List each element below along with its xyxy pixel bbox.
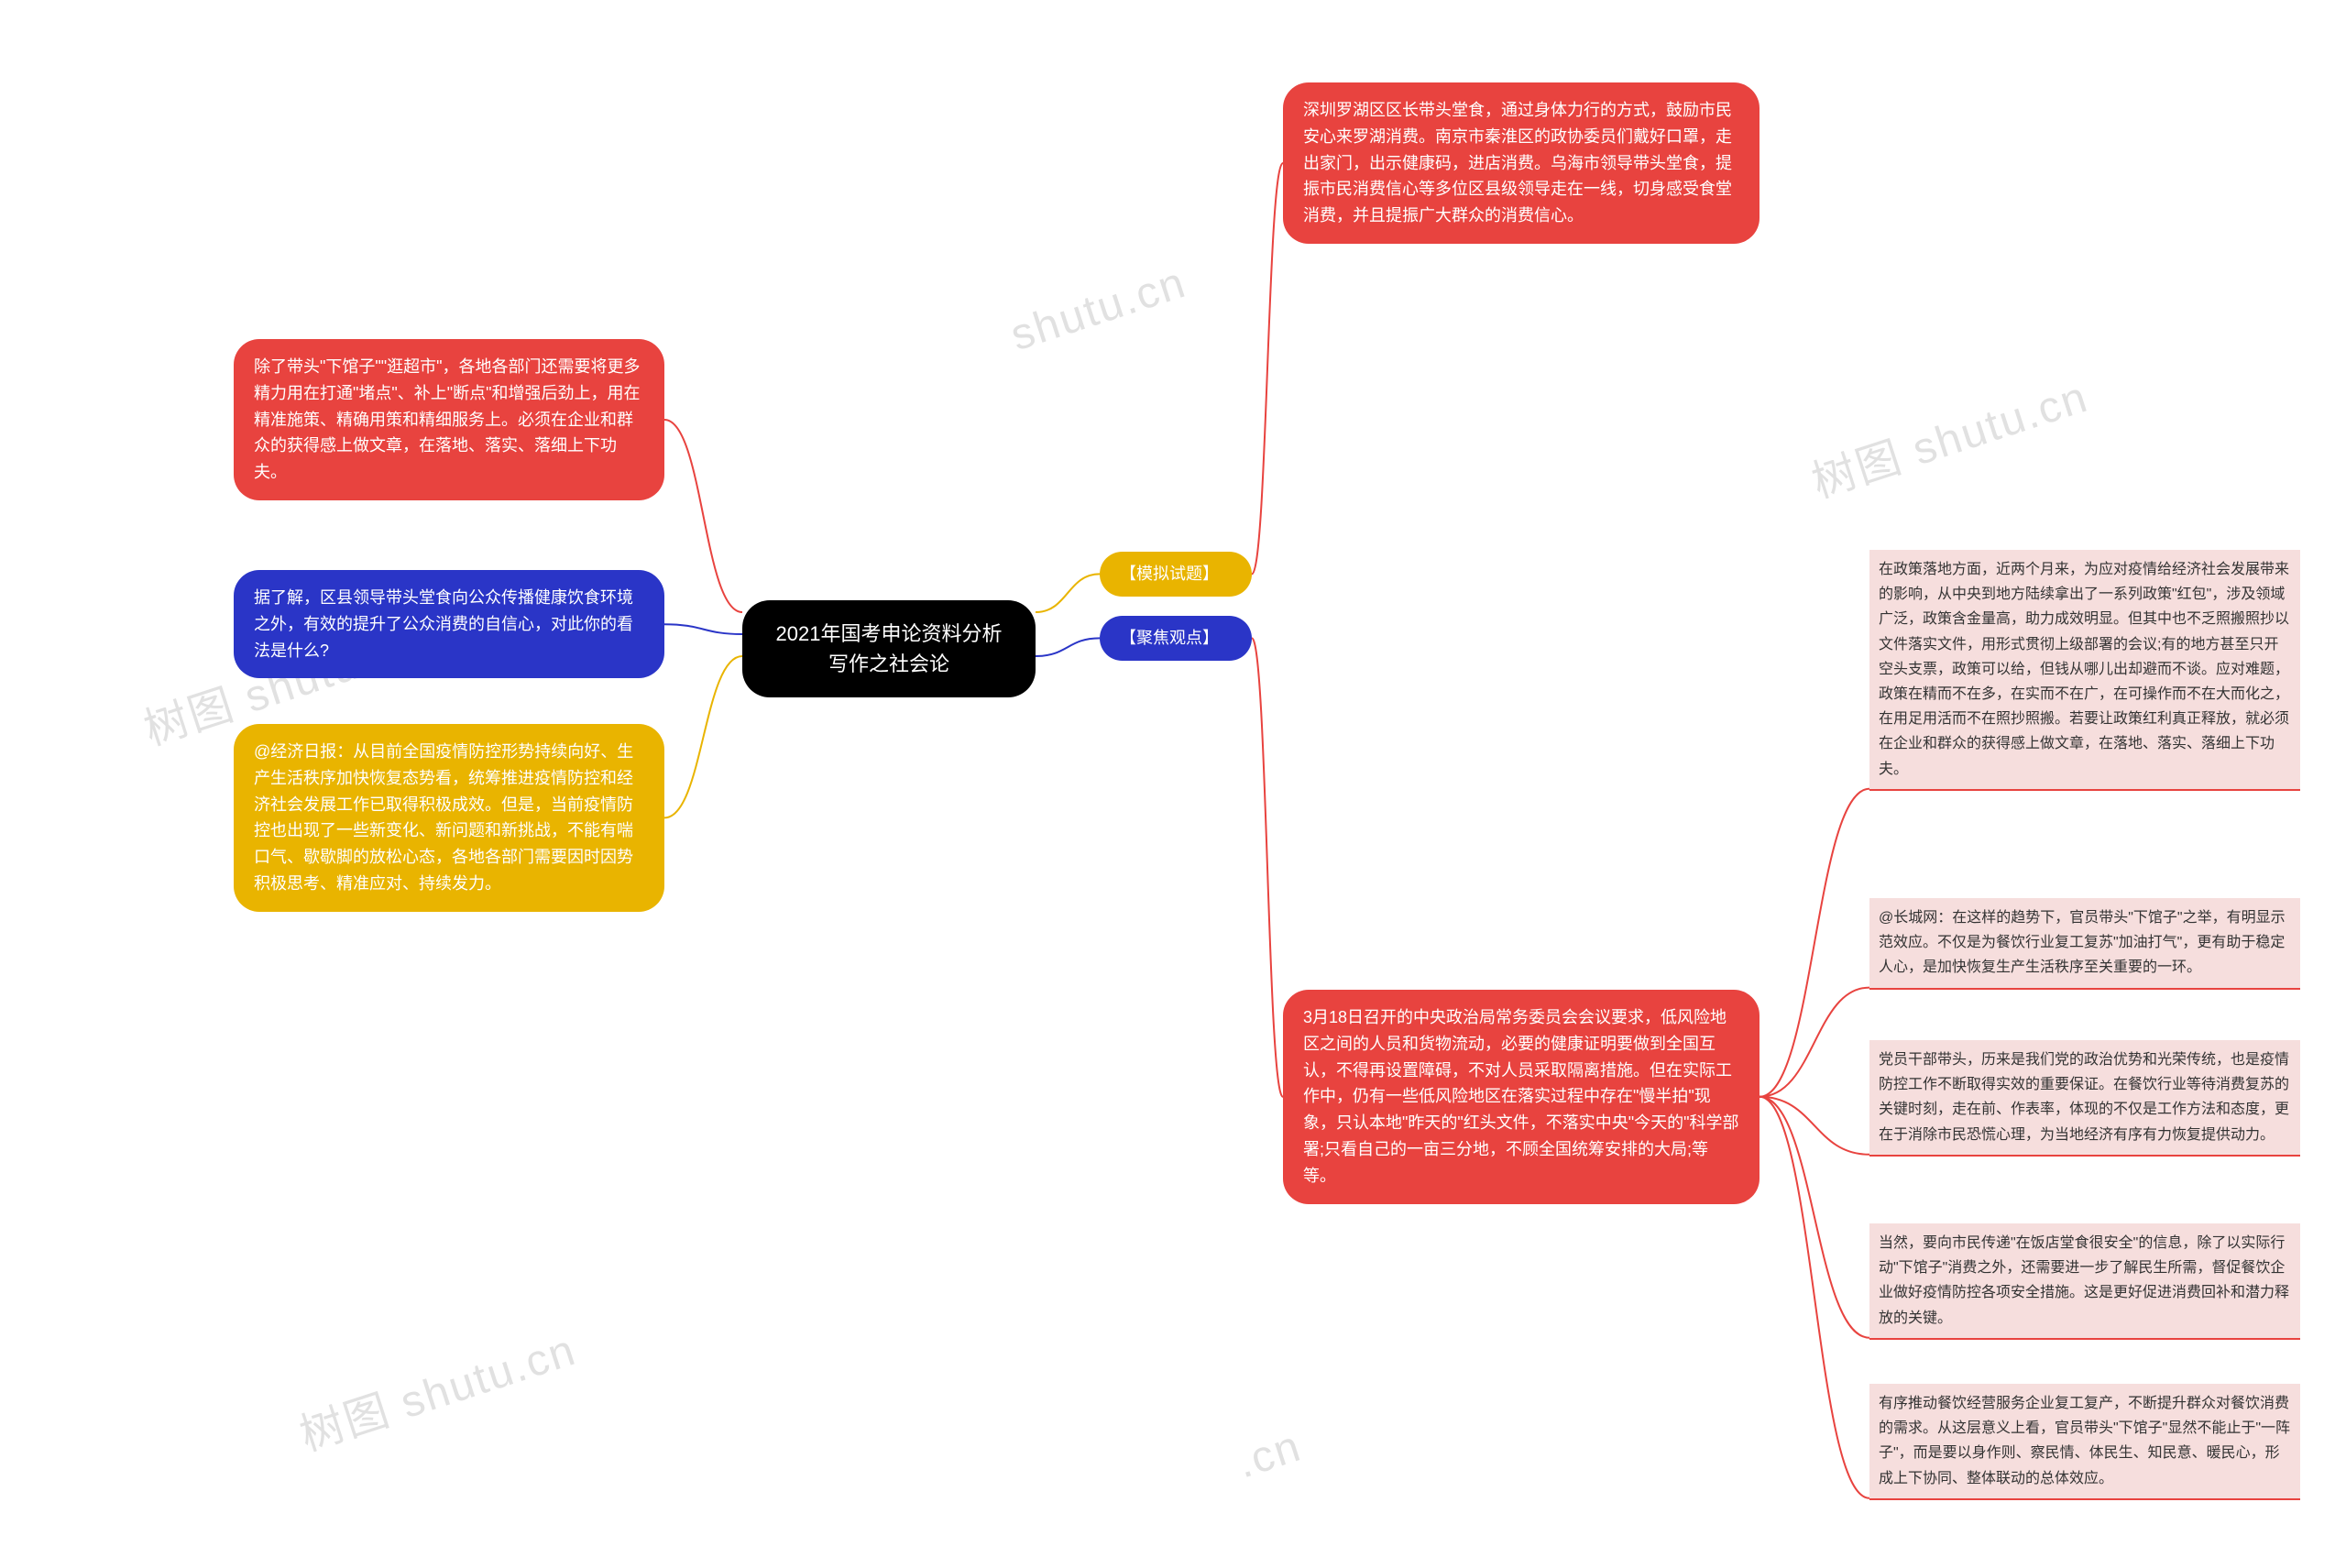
leaf-text-node[interactable]: 党员干部带头，历来是我们党的政治优势和光荣传统，也是疫情防控工作不断取得实效的重… [1869,1040,2300,1155]
watermark: 树图 shutu.cn [291,1313,583,1463]
leaf-underline [1869,1155,2300,1157]
right-pill-node[interactable]: 【模拟试题】 [1100,552,1252,597]
leaf-underline [1869,1338,2300,1340]
right-detail-node[interactable]: 3月18日召开的中央政治局常务委员会会议要求，低风险地区之间的人员和货物流动，必… [1283,990,1760,1204]
watermark: .cn [1231,1421,1308,1489]
right-detail-node[interactable]: 深圳罗湖区区长带头堂食，通过身体力行的方式，鼓励市民安心来罗湖消费。南京市秦淮区… [1283,82,1760,244]
watermark: 树图 shutu.cn [1803,360,2095,510]
watermark: shutu.cn [1004,258,1192,361]
leaf-text-node[interactable]: 有序推动餐饮经营服务企业复工复产，不断提升群众对餐饮消费的需求。从这层意义上看，… [1869,1384,2300,1498]
leaf-underline [1869,1498,2300,1500]
leaf-underline [1869,988,2300,990]
leaf-text-node[interactable]: @长城网：在这样的趋势下，官员带头"下馆子"之举，有明显示范效应。不仅是为餐饮行… [1869,898,2300,988]
left-branch-node[interactable]: 据了解，区县领导带头堂食向公众传播健康饮食环境之外，有效的提升了公众消费的自信心… [234,570,664,678]
right-pill-node[interactable]: 【聚焦观点】 [1100,616,1252,661]
left-branch-node[interactable]: @经济日报：从目前全国疫情防控形势持续向好、生产生活秩序加快恢复态势看，统筹推进… [234,724,664,912]
left-branch-node[interactable]: 除了带头"下馆子""逛超市"，各地各部门还需要将更多精力用在打通"堵点"、补上"… [234,339,664,500]
center-topic-node[interactable]: 2021年国考申论资料分析写作之社会论 [742,600,1036,697]
leaf-underline [1869,789,2300,791]
mindmap-canvas: 树图 shutu.cn shutu.cn 树图 shutu.cn 树图 shut… [0,0,2346,1568]
leaf-text-node[interactable]: 在政策落地方面，近两个月来，为应对疫情给经济社会发展带来的影响，从中央到地方陆续… [1869,550,2300,789]
leaf-text-node[interactable]: 当然，要向市民传递"在饭店堂食很安全"的信息，除了以实际行动"下馆子"消费之外，… [1869,1223,2300,1338]
